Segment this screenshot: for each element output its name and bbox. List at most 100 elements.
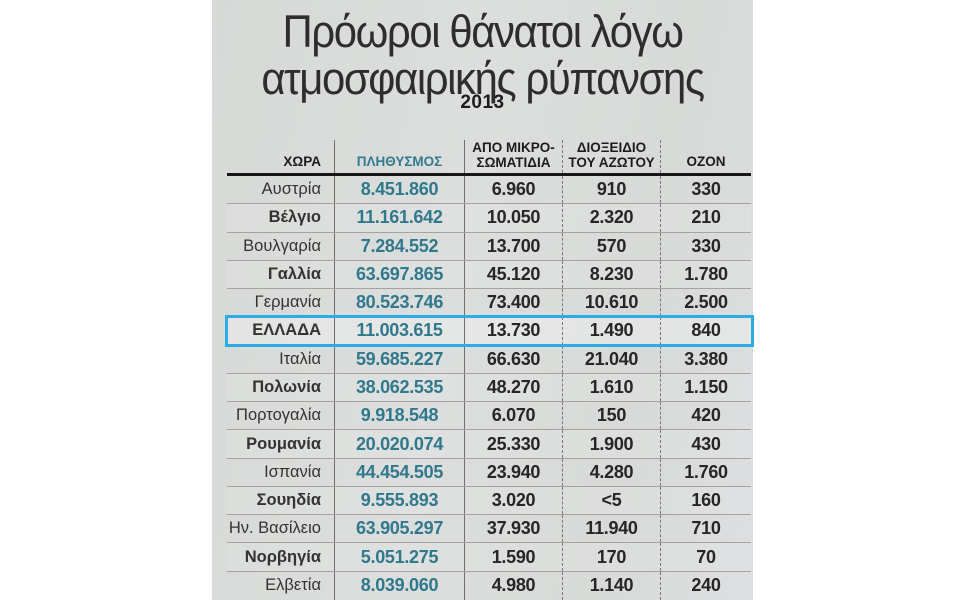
no2-cell: 1.490 bbox=[563, 317, 661, 345]
population-cell: 8.451.860 bbox=[335, 176, 465, 204]
ozone-cell: 160 bbox=[691, 490, 721, 511]
country-cell: Βέλγιο bbox=[227, 204, 335, 232]
population-cell: 44.454.505 bbox=[335, 458, 465, 486]
ozone-cell: 330 bbox=[691, 235, 721, 256]
no2-cell: 1.140 bbox=[563, 571, 661, 600]
table-row-italy: Ιταλία 59.685.227 66.630 21.040 3.380 bbox=[227, 345, 751, 374]
population-cell: 38.062.535 bbox=[335, 373, 465, 402]
ozone-cell: 840 bbox=[691, 320, 721, 341]
table-row-spain: Ισπανία 44.454.505 23.940 4.280 1.760 bbox=[227, 458, 751, 487]
country-cell: Νορβηγία bbox=[227, 543, 335, 571]
newspaper-clipping: Πρόωροι θάνατοι λόγω ατμοσφαιρικής ρύπαν… bbox=[212, 0, 754, 600]
country-cell: Γαλλία bbox=[227, 260, 335, 289]
no2-cell: 10.610 bbox=[563, 289, 661, 317]
header-microparticles: ΑΠΟ ΜΙΚΡΟ- ΣΩΜΑΤΙΔΙΑ bbox=[465, 140, 563, 173]
microparticles-cell: 25.330 bbox=[465, 430, 563, 458]
country-cell: Ελβετία bbox=[227, 571, 335, 600]
microparticles-cell: 73.400 bbox=[465, 289, 563, 317]
ozone-cell: 430 bbox=[691, 433, 721, 454]
page-title: Πρόωροι θάνατοι λόγω ατμοσφαιρικής ρύπαν… bbox=[231, 8, 734, 102]
population-cell: 9.918.548 bbox=[335, 402, 465, 430]
table-row-france: Γαλλία 63.697.865 45.120 8.230 1.780 bbox=[227, 260, 751, 290]
microparticles-cell: 6.960 bbox=[465, 176, 563, 204]
header-country: ΧΩΡΑ bbox=[227, 140, 335, 173]
no2-cell: 910 bbox=[563, 176, 661, 204]
header-population: ΠΛΗΘΥΣΜΟΣ bbox=[335, 140, 465, 173]
table-row-bulgaria: Βουλγαρία 7.284.552 13.700 570 330 bbox=[227, 232, 751, 261]
country-cell: Ρουμανία bbox=[227, 430, 335, 458]
header-microparticles-line2: ΣΩΜΑΤΙΔΙΑ bbox=[476, 155, 551, 170]
country-cell: Βουλγαρία bbox=[227, 232, 335, 260]
table-row-portugal: Πορτογαλία 9.918.548 6.070 150 420 bbox=[227, 402, 751, 431]
microparticles-cell: 48.270 bbox=[465, 373, 563, 402]
header-no2-line2: ΤΟΥ ΑΖΩΤΟΥ bbox=[568, 155, 655, 170]
country-cell: Ην. Βασίλειο bbox=[227, 515, 335, 543]
title-line-2: ατμοσφαιρικής ρύπανσης bbox=[261, 53, 705, 104]
no2-cell: 1.900 bbox=[563, 430, 661, 458]
population-cell: 63.905.297 bbox=[335, 515, 465, 543]
year-label: 2013 bbox=[460, 92, 505, 113]
no2-cell: 570 bbox=[563, 232, 661, 260]
ozone-cell: 1.760 bbox=[684, 461, 728, 482]
ozone-cell: 240 bbox=[691, 575, 721, 596]
pollution-table: ΧΩΡΑ ΠΛΗΘΥΣΜΟΣ ΑΠΟ ΜΙΚΡΟ- ΣΩΜΑΤΙΔΙΑ ΔΙΟΞ… bbox=[225, 140, 754, 600]
header-microparticles-line1: ΑΠΟ ΜΙΚΡΟ- bbox=[472, 140, 555, 155]
country-cell: Αυστρία bbox=[227, 176, 335, 204]
no2-cell: 4.280 bbox=[563, 458, 661, 486]
population-cell: 5.051.275 bbox=[335, 543, 465, 571]
population-cell: 7.284.552 bbox=[335, 232, 465, 260]
population-cell: 63.697.865 bbox=[335, 260, 465, 289]
header-no2: ΔΙΟΞΕΙΔΙΟ ΤΟΥ ΑΖΩΤΟΥ bbox=[563, 140, 661, 173]
country-cell: Πολωνία bbox=[227, 373, 335, 402]
table-row-switzerland: Ελβετία 8.039.060 4.980 1.140 240 bbox=[227, 571, 751, 600]
no2-cell: <5 bbox=[563, 486, 661, 515]
population-cell: 8.039.060 bbox=[335, 571, 465, 600]
population-cell: 9.555.893 bbox=[335, 486, 465, 515]
no2-cell: 1.610 bbox=[563, 373, 661, 402]
country-cell: Σουηδία bbox=[227, 486, 335, 515]
ozone-cell: 2.500 bbox=[684, 292, 728, 313]
table-row-greece-highlighted: ΕΛΛΑΔΑ 11.003.615 13.730 1.490 840 bbox=[225, 315, 754, 347]
ozone-cell: 210 bbox=[691, 207, 721, 228]
microparticles-cell: 3.020 bbox=[465, 486, 563, 515]
no2-cell: 11.940 bbox=[563, 515, 661, 543]
ozone-cell: 330 bbox=[691, 179, 721, 200]
country-cell: Ισπανία bbox=[227, 458, 335, 486]
microparticles-cell: 66.630 bbox=[465, 345, 563, 373]
table-row-united-kingdom: Ην. Βασίλειο 63.905.297 37.930 11.940 71… bbox=[227, 515, 751, 544]
table-row-austria: Αυστρία 8.451.860 6.960 910 330 bbox=[227, 176, 751, 205]
header-ozone: OZON bbox=[686, 154, 726, 169]
microparticles-cell: 37.930 bbox=[465, 515, 563, 543]
country-cell: Ιταλία bbox=[227, 345, 335, 373]
ozone-cell: 3.380 bbox=[684, 348, 728, 369]
ozone-cell: 1.150 bbox=[684, 376, 728, 397]
no2-cell: 2.320 bbox=[563, 204, 661, 232]
microparticles-cell: 6.070 bbox=[465, 402, 563, 430]
table-row-germany: Γερμανία 80.523.746 73.400 10.610 2.500 bbox=[227, 289, 751, 318]
microparticles-cell: 4.980 bbox=[465, 571, 563, 600]
country-cell: Γερμανία bbox=[227, 289, 335, 317]
microparticles-cell: 1.590 bbox=[465, 543, 563, 571]
ozone-cell: 1.780 bbox=[684, 263, 728, 284]
microparticles-cell: 23.940 bbox=[465, 458, 563, 486]
no2-cell: 170 bbox=[563, 543, 661, 571]
no2-cell: 21.040 bbox=[563, 345, 661, 373]
microparticles-cell: 10.050 bbox=[465, 204, 563, 232]
population-cell: 80.523.746 bbox=[335, 289, 465, 317]
population-cell: 11.003.615 bbox=[335, 317, 465, 345]
population-cell: 20.020.074 bbox=[335, 430, 465, 458]
table-row-belgium: Βέλγιο 11.161.642 10.050 2.320 210 bbox=[227, 204, 751, 233]
ozone-cell: 420 bbox=[691, 405, 721, 426]
table-row-romania: Ρουμανία 20.020.074 25.330 1.900 430 bbox=[227, 430, 751, 459]
table-header-row: ΧΩΡΑ ΠΛΗΘΥΣΜΟΣ ΑΠΟ ΜΙΚΡΟ- ΣΩΜΑΤΙΔΙΑ ΔΙΟΞ… bbox=[227, 140, 751, 176]
microparticles-cell: 45.120 bbox=[465, 260, 563, 289]
title-line-1: Πρόωροι θάνατοι λόγω bbox=[282, 6, 684, 57]
table-row-norway: Νορβηγία 5.051.275 1.590 170 70 bbox=[227, 543, 751, 572]
ozone-cell: 710 bbox=[691, 518, 721, 539]
population-cell: 11.161.642 bbox=[335, 204, 465, 232]
country-cell: ΕΛΛΑΔΑ bbox=[227, 317, 335, 345]
ozone-cell: 70 bbox=[696, 546, 716, 567]
header-no2-line1: ΔΙΟΞΕΙΔΙΟ bbox=[576, 140, 647, 155]
country-cell: Πορτογαλία bbox=[227, 402, 335, 430]
no2-cell: 8.230 bbox=[563, 260, 661, 289]
